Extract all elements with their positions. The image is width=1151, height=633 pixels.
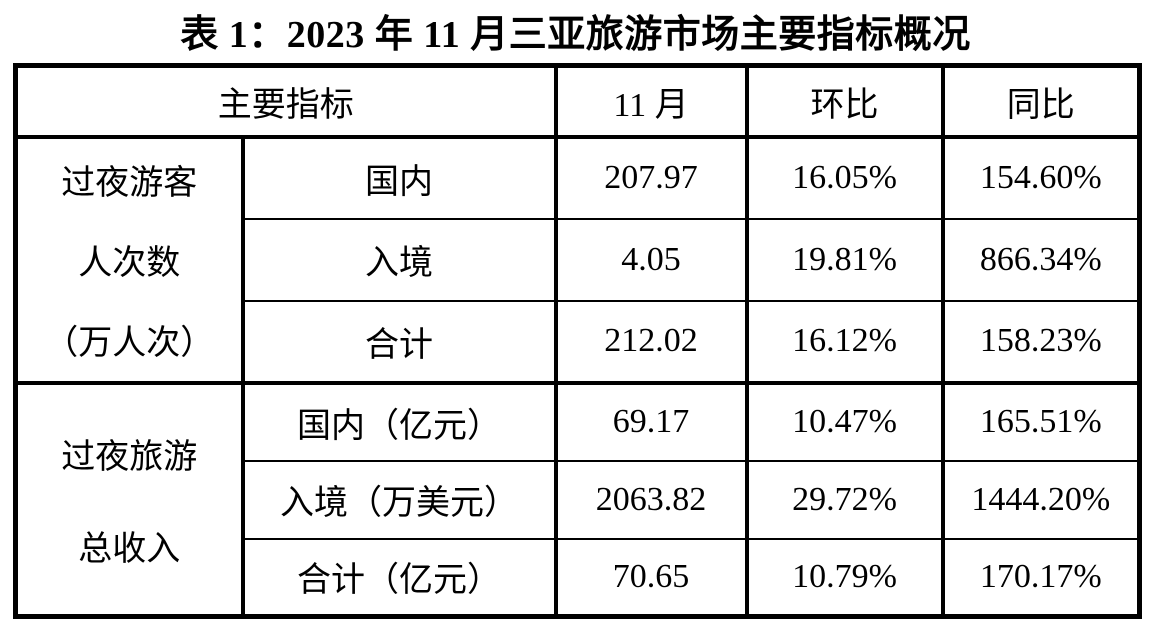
value-cell-yoy: 170.17% [940, 537, 1142, 617]
group-label-line: 总收入 [78, 530, 181, 568]
table-row: 过夜旅游 总收入 国内（亿元） 69.17 10.47% 165.51% [13, 380, 1142, 617]
header-cell-mom: 环比 [744, 65, 945, 139]
table-header-row: 主要指标 11 月 环比 同比 [13, 65, 1142, 139]
header-cell-yoy: 同比 [940, 65, 1142, 139]
group-label-cell-visitors: 过夜游客 人次数 （万人次） [13, 134, 245, 383]
value-cell-mom: 16.12% [744, 299, 945, 383]
table-row: 合计 212.02 16.12% 158.23% [16, 299, 1142, 383]
indicators-table: 主要指标 11 月 环比 同比 过夜游客 人次数 （万人次） 国内 207.97… [13, 63, 1142, 619]
group-label-stack: 过夜游客 人次数 （万人次） [20, 141, 239, 380]
value-cell-yoy: 1444.20% [940, 459, 1142, 539]
sub-indicator-cell: 入境 [240, 217, 558, 301]
table-title: 表 1：2023 年 11 月三亚旅游市场主要指标概况 [180, 14, 971, 56]
value-cell-mom: 16.05% [744, 134, 945, 219]
value-cell-month: 70.65 [553, 537, 749, 617]
group-label-line: 过夜旅游 [61, 438, 198, 476]
group-label-line: （万人次） [44, 325, 215, 362]
value-cell-yoy: 158.23% [940, 299, 1142, 383]
value-cell-mom: 10.79% [744, 537, 945, 617]
value-cell-mom: 29.72% [744, 459, 945, 539]
sub-indicator-cell: 国内 [240, 134, 558, 219]
value-cell-mom: 10.47% [744, 380, 945, 461]
value-cell-month: 207.97 [553, 134, 749, 219]
value-cell-yoy: 154.60% [940, 134, 1142, 219]
value-cell-month: 4.05 [553, 217, 749, 301]
table-row: 合计（亿元） 70.65 10.79% 170.17% [16, 537, 1142, 617]
sub-indicator-cell: 合计（亿元） [240, 537, 558, 617]
sub-indicator-cell: 合计 [240, 299, 558, 383]
table-row: 入境（万美元） 2063.82 29.72% 1444.20% [16, 459, 1142, 539]
table-container: 主要指标 11 月 环比 同比 过夜游客 人次数 （万人次） 国内 207.97… [13, 63, 1142, 619]
sub-indicator-cell: 入境（万美元） [240, 459, 558, 539]
value-cell-mom: 19.81% [744, 217, 945, 301]
value-cell-yoy: 165.51% [940, 380, 1142, 461]
value-cell-month: 2063.82 [553, 459, 749, 539]
table-row: 入境 4.05 19.81% 866.34% [16, 217, 1142, 301]
group-label-line: 过夜游客 [61, 165, 198, 202]
value-cell-month: 69.17 [553, 380, 749, 461]
header-cell-indicator: 主要指标 [13, 65, 558, 139]
sub-indicator-cell: 国内（亿元） [240, 380, 558, 461]
value-cell-yoy: 866.34% [940, 217, 1142, 301]
group-label-cell-revenue: 过夜旅游 总收入 [13, 380, 245, 617]
header-cell-month: 11 月 [553, 65, 749, 139]
group-label-stack: 过夜旅游 总收入 [20, 387, 239, 613]
group-label-line: 人次数 [78, 245, 181, 282]
table-row: 过夜游客 人次数 （万人次） 国内 207.97 16.05% 154.60% [13, 134, 1142, 383]
value-cell-month: 212.02 [553, 299, 749, 383]
